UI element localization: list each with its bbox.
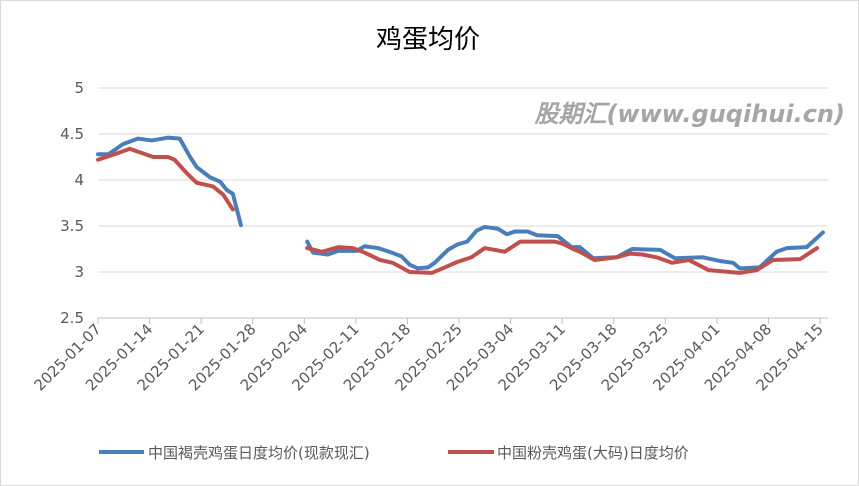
brown-egg-series-line: [305, 224, 825, 271]
y-tick-label: 2.5: [60, 309, 84, 327]
legend: 中国褐壳鸡蛋日度均价(现款现汇) 中国粉壳鸡蛋(大码)日度均价: [99, 444, 689, 462]
pink-egg-series-line: [96, 146, 235, 212]
legend-label-brown-egg: 中国褐壳鸡蛋日度均价(现款现汇): [148, 444, 370, 462]
y-tick-label: 5: [74, 79, 84, 97]
legend-label-pink-egg: 中国粉壳鸡蛋(大码)日度均价: [497, 444, 689, 462]
y-tick-label: 4: [74, 171, 84, 189]
brown-egg-series-line: [96, 135, 243, 228]
chart-title: 鸡蛋均价: [376, 25, 480, 55]
y-tick-label: 3.5: [60, 217, 84, 235]
watermark: 股期汇(www.guqihui.cn): [533, 100, 845, 128]
y-tick-label: 3: [74, 263, 84, 281]
pink-egg-series-line: [305, 239, 820, 275]
y-tick-label: 4.5: [60, 125, 84, 143]
